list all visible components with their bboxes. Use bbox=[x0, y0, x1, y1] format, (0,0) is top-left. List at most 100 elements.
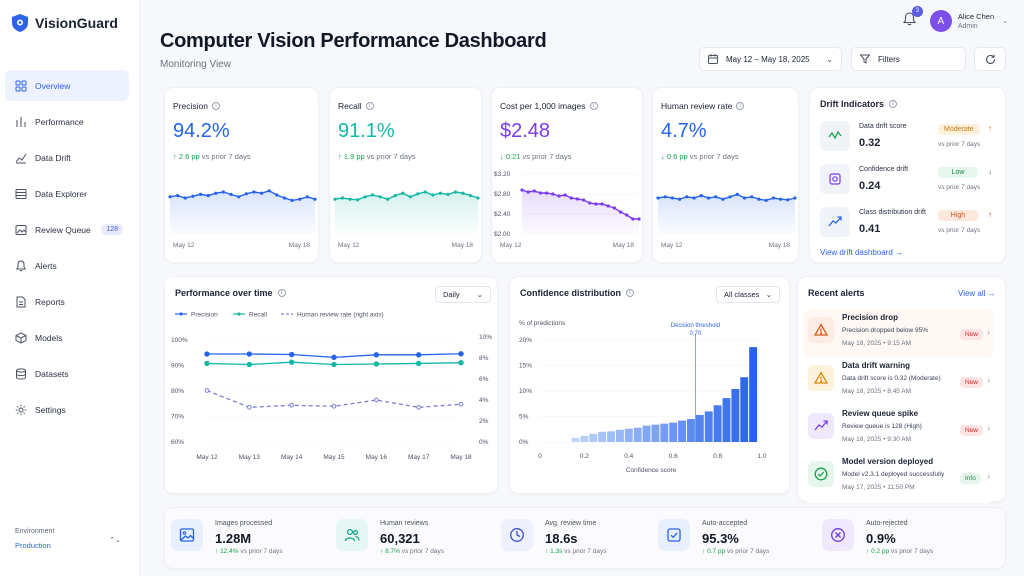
x-tick-label: 1.0 bbox=[757, 453, 766, 460]
avatar[interactable]: A bbox=[929, 10, 952, 32]
alert-item[interactable]: Model version deployed Model v2.3.1 deplo… bbox=[804, 453, 993, 503]
metric-card-cost-per-1-000-images[interactable]: Cost per 1,000 images i $2.48 ↓ 0.21 vs pri… bbox=[491, 87, 643, 263]
axis-start-label: May 12 bbox=[661, 242, 683, 249]
page-subtitle: Monitoring View bbox=[160, 59, 231, 70]
info-icon[interactable]: i bbox=[365, 102, 374, 110]
view-drift-dashboard-link[interactable]: View drift dashboard → bbox=[820, 248, 904, 257]
info-icon[interactable]: i bbox=[589, 102, 598, 110]
sparkline-point bbox=[771, 196, 775, 200]
sparkline-point bbox=[461, 191, 465, 195]
sparkline: $3.20 $2.80 $2.40 $2.00 bbox=[494, 171, 641, 238]
drift-row[interactable]: Class distribution drift 0.41 High ↑ vs prio… bbox=[820, 205, 998, 241]
sparkline-point bbox=[363, 195, 367, 199]
sidebar-item-review-queue[interactable]: Review Queue 128 bbox=[5, 214, 129, 245]
x-tick-label: 0 bbox=[538, 453, 542, 460]
histogram-bar bbox=[615, 429, 624, 442]
alert-item[interactable]: Data drift warning Data drift score is 0.… bbox=[804, 357, 993, 407]
sparkline-point bbox=[313, 197, 317, 201]
kpi-change: ↑ 0.7 pp vs prior 7 days bbox=[702, 548, 770, 555]
sparkline-point bbox=[282, 196, 287, 200]
histogram-bar bbox=[571, 437, 580, 442]
calendar-icon bbox=[708, 54, 718, 64]
sparkline-point bbox=[714, 195, 718, 199]
sparkline-point bbox=[221, 190, 226, 194]
arrow-icon: ↑ bbox=[702, 548, 706, 555]
chevron-updown-icon[interactable]: ⌃⌄ bbox=[109, 537, 121, 544]
class-filter-dropdown[interactable]: All classes ⌄ bbox=[716, 286, 780, 303]
sparkline-point bbox=[606, 204, 610, 208]
sidebar-item-performance[interactable]: Performance bbox=[5, 106, 129, 137]
clock-icon bbox=[510, 528, 524, 542]
chevron-right-icon[interactable]: › bbox=[987, 423, 990, 433]
sparkline-point bbox=[612, 206, 616, 210]
sidebar-item-data-explorer[interactable]: Data Explorer bbox=[5, 178, 129, 209]
alert-item[interactable]: Review queue spike Review queue is 128 (H… bbox=[804, 405, 993, 455]
legend-item: Human review rate (right axis) bbox=[281, 312, 384, 319]
info-icon[interactable]: i bbox=[277, 289, 286, 297]
chevron-right-icon[interactable]: › bbox=[987, 327, 990, 337]
environment-label: Environment bbox=[15, 528, 55, 535]
cube-icon bbox=[15, 331, 27, 344]
chevron-down-icon[interactable]: ⌄ bbox=[1002, 18, 1008, 25]
alert-item[interactable]: Precision drop Precision dropped below 95… bbox=[804, 309, 993, 359]
info-icon[interactable]: i bbox=[889, 100, 898, 108]
sparkline-point bbox=[198, 192, 203, 196]
sparkline-point bbox=[581, 198, 586, 202]
sparkline-point bbox=[275, 193, 279, 197]
sidebar-item-datasets[interactable]: Datasets bbox=[5, 358, 129, 389]
sidebar-item-data-drift[interactable]: Data Drift bbox=[5, 142, 129, 173]
metric-card-human-review-rate[interactable]: Human review rate i 4.7% ↓ 0.6 pp vs prior … bbox=[652, 87, 799, 263]
drift-row[interactable]: Confidence drift 0.24 Low ↓ vs prior 7 days bbox=[820, 162, 998, 198]
drift-value: 0.32 bbox=[859, 137, 881, 149]
user-info[interactable]: Alice Chen Admin bbox=[958, 12, 994, 30]
metric-change: ↑ 1.9 pp vs prior 7 days bbox=[338, 152, 416, 161]
filters-button[interactable]: Filters bbox=[851, 47, 966, 71]
sparkline-area bbox=[658, 194, 795, 234]
info-icon[interactable]: i bbox=[736, 102, 745, 110]
histogram-bar bbox=[669, 422, 678, 442]
x-axis-label: Confidence score bbox=[626, 467, 677, 474]
histogram-bar bbox=[704, 411, 713, 442]
sparkline-point bbox=[670, 196, 675, 200]
notifications-button[interactable]: 3 bbox=[902, 5, 923, 31]
sparkline-point bbox=[453, 190, 458, 194]
sparkline-point bbox=[663, 195, 667, 199]
alert-description: Model v2.3.1 deployed successfully bbox=[842, 471, 945, 478]
drift-row[interactable]: Data drift score 0.32 Moderate ↑ vs prior 7 … bbox=[820, 119, 998, 155]
sidebar-item-reports[interactable]: Reports bbox=[5, 286, 129, 317]
document-icon bbox=[16, 296, 26, 307]
environment-selector[interactable]: Environment Production ⌃⌄ bbox=[15, 528, 125, 550]
date-range-picker[interactable]: May 12 – May 18, 2025 ⌄ bbox=[699, 47, 842, 71]
granularity-dropdown[interactable]: Daily ⌄ bbox=[435, 286, 491, 303]
metric-value: 4.7% bbox=[661, 120, 707, 142]
sparkline bbox=[333, 190, 480, 234]
arrow-up-icon: ↑ bbox=[338, 152, 342, 161]
sidebar-item-alerts[interactable]: Alerts bbox=[5, 250, 129, 281]
x-tick-label: 0.4 bbox=[624, 453, 633, 460]
info-icon[interactable]: i bbox=[626, 289, 634, 297]
metric-card-precision[interactable]: Precision i 94.2% ↑ 2.6 pp vs prior 7 days M… bbox=[164, 87, 319, 263]
refresh-button[interactable] bbox=[974, 47, 1006, 71]
sidebar-item-settings[interactable]: Settings bbox=[5, 394, 129, 425]
series-point bbox=[331, 404, 337, 409]
sparkline-point bbox=[520, 188, 524, 192]
metric-card-recall[interactable]: Recall i 91.1% ↑ 1.9 pp vs prior 7 days May … bbox=[329, 87, 482, 263]
grid-icon bbox=[15, 80, 27, 91]
arrow-down-icon: ↓ bbox=[661, 152, 665, 161]
series-point bbox=[288, 359, 295, 365]
y-right-tick-label: 0% bbox=[479, 439, 489, 446]
info-icon[interactable]: i bbox=[211, 102, 220, 110]
x-circle-icon bbox=[831, 528, 845, 542]
sparkline-point bbox=[750, 195, 754, 199]
sparkline-point bbox=[229, 192, 233, 196]
chevron-right-icon[interactable]: › bbox=[987, 375, 990, 385]
sparkline-area bbox=[522, 190, 639, 234]
app-logo[interactable]: VisionGuard bbox=[12, 14, 118, 32]
gear-icon bbox=[15, 404, 27, 415]
sidebar-item-models[interactable]: Models bbox=[5, 322, 129, 353]
view-all-alerts-link[interactable]: View all → bbox=[958, 289, 996, 298]
sidebar-item-overview[interactable]: Overview bbox=[5, 70, 129, 101]
database-table-icon bbox=[15, 188, 27, 199]
sparkline-point bbox=[563, 193, 567, 197]
chevron-right-icon[interactable]: › bbox=[987, 471, 990, 481]
